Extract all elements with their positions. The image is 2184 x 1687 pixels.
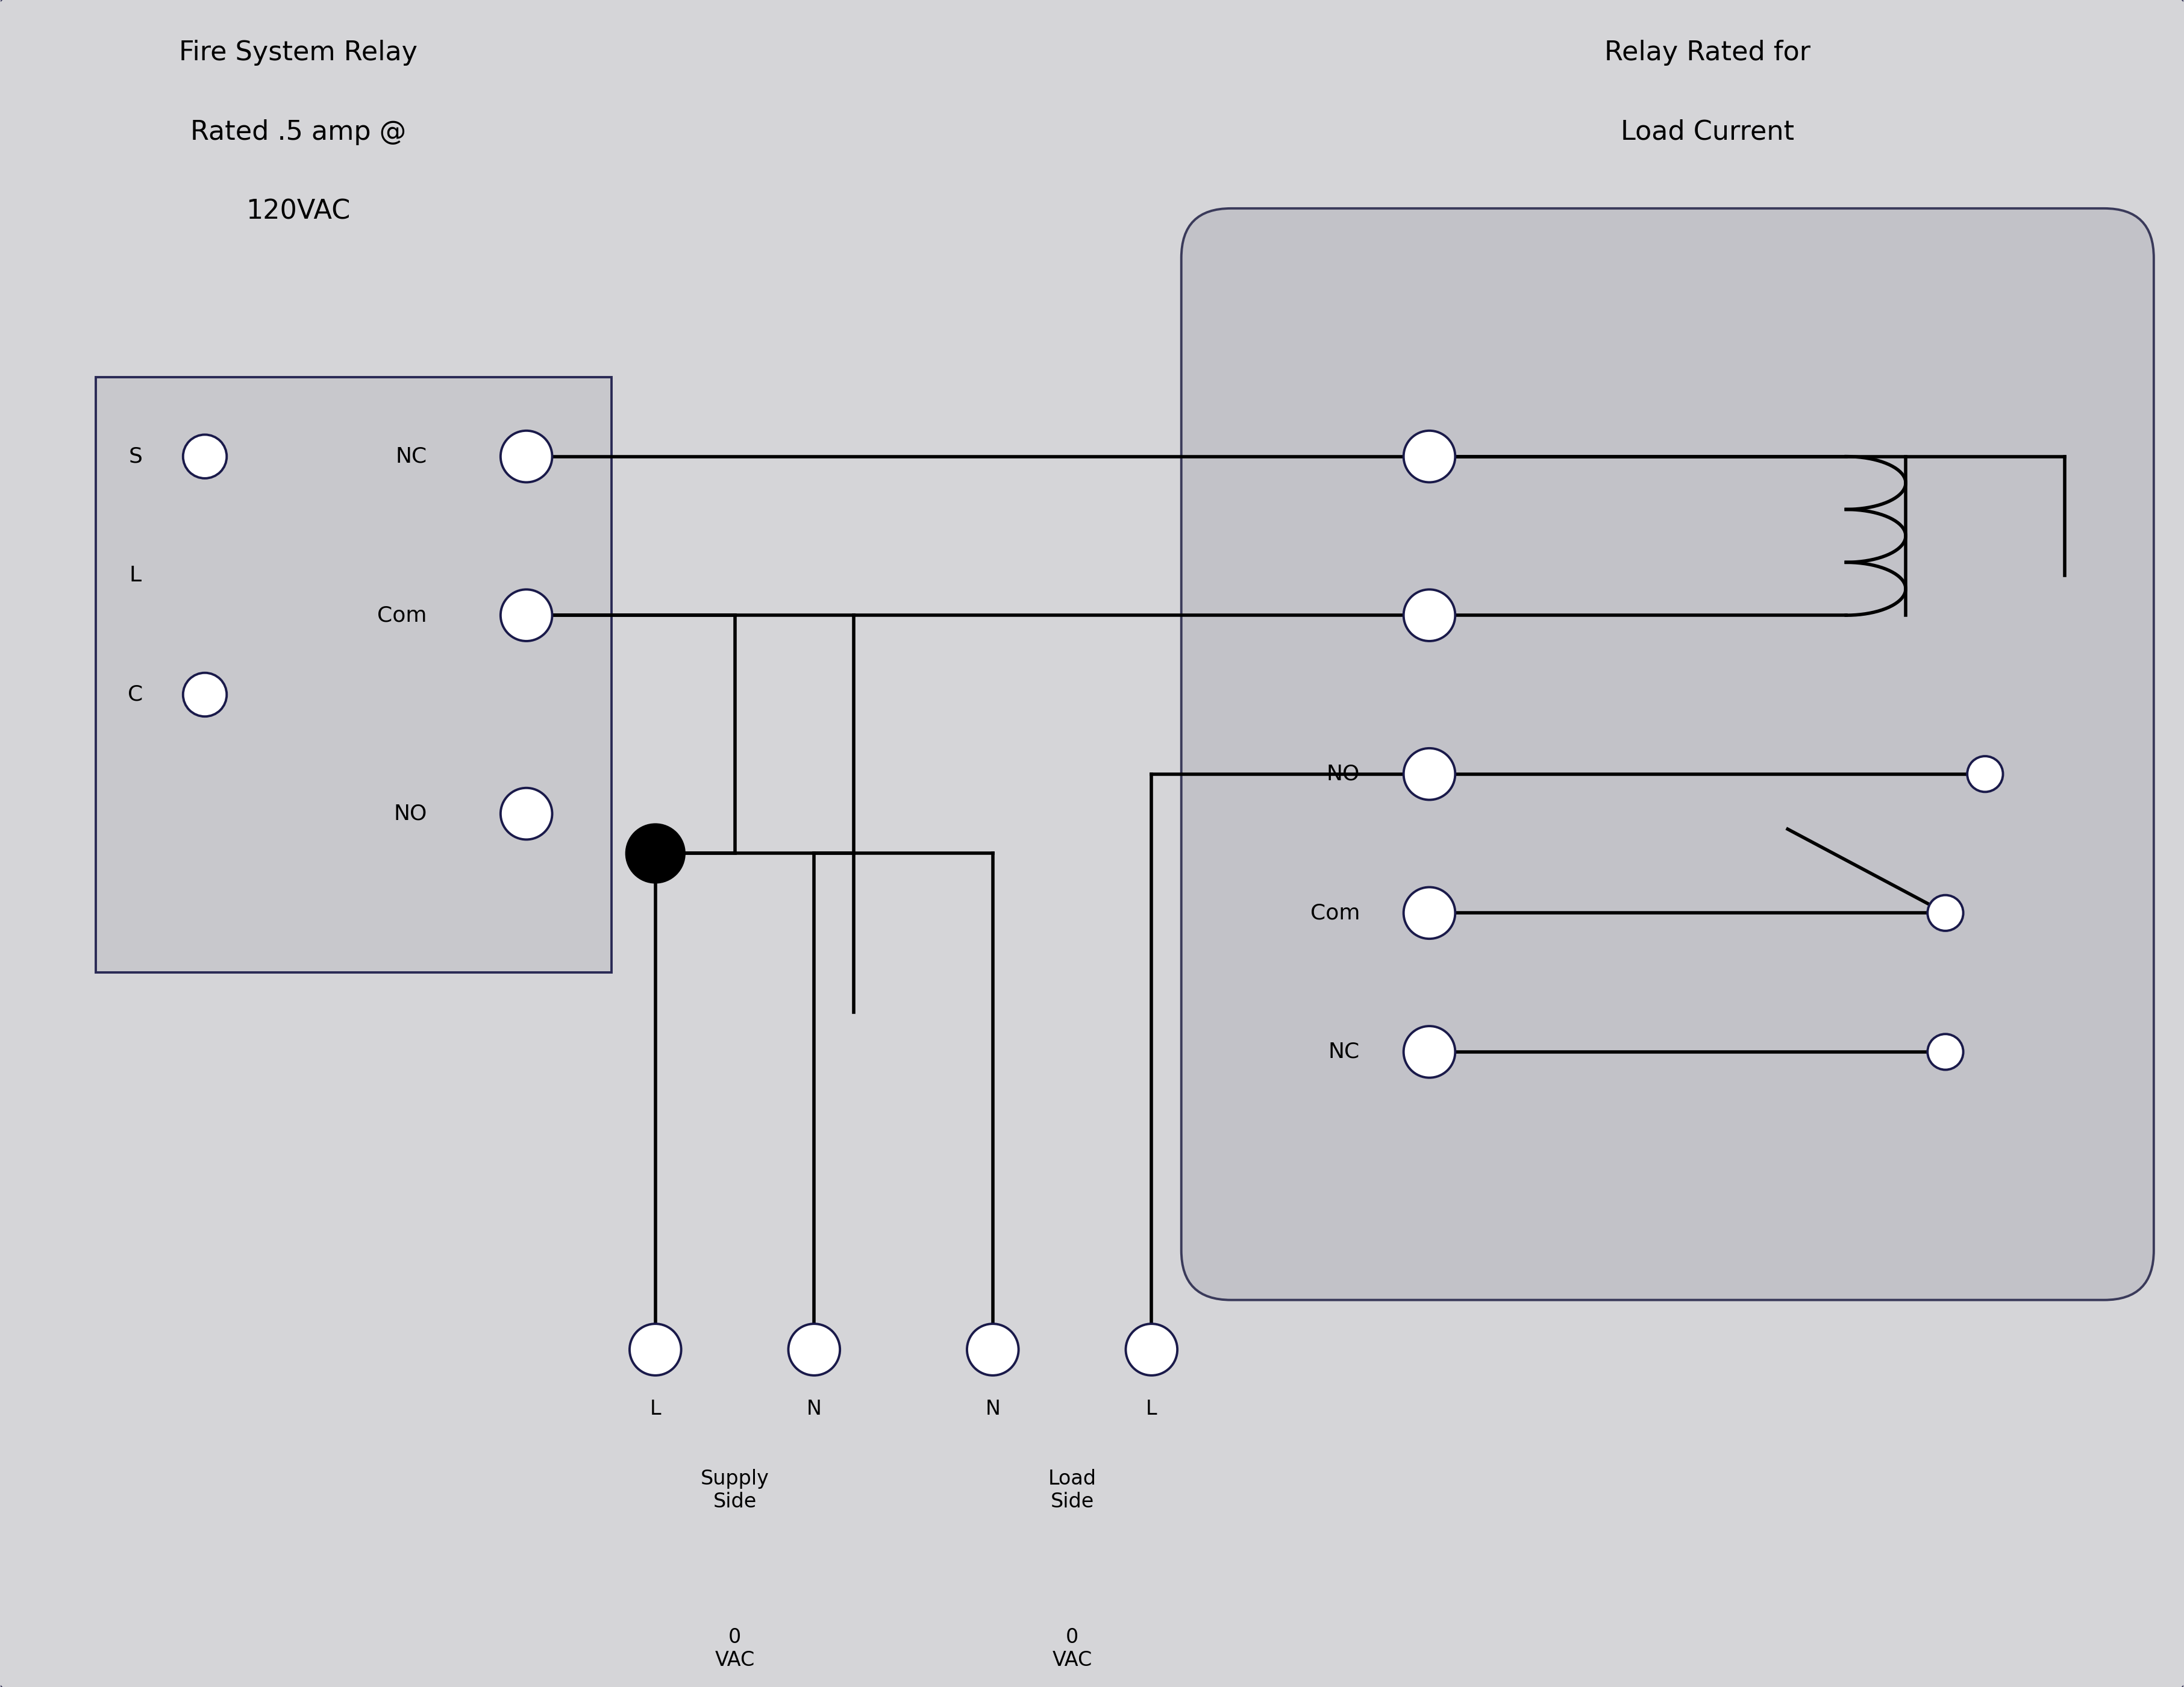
Text: Load Current: Load Current: [1621, 120, 1793, 145]
Circle shape: [788, 1324, 841, 1375]
Text: NC: NC: [395, 447, 428, 467]
Circle shape: [500, 589, 553, 641]
Text: NO: NO: [393, 803, 428, 823]
Circle shape: [1968, 756, 2003, 791]
Circle shape: [1404, 430, 1455, 482]
Text: 120VAC: 120VAC: [247, 199, 349, 224]
Text: Rated .5 amp @: Rated .5 amp @: [190, 120, 406, 145]
Circle shape: [968, 1324, 1018, 1375]
Text: Com: Com: [378, 606, 428, 626]
Text: NC: NC: [1328, 1041, 1361, 1063]
Circle shape: [183, 435, 227, 479]
Text: Load
Side: Load Side: [1048, 1469, 1096, 1512]
Circle shape: [1928, 896, 1963, 931]
Circle shape: [500, 430, 553, 482]
Circle shape: [500, 788, 553, 840]
Text: Fire System Relay: Fire System Relay: [179, 40, 417, 66]
Text: N: N: [985, 1399, 1000, 1419]
Text: 0
VAC: 0 VAC: [714, 1628, 756, 1670]
Text: 0
VAC: 0 VAC: [1053, 1628, 1092, 1670]
Text: C: C: [129, 685, 142, 705]
Circle shape: [1404, 1026, 1455, 1078]
Circle shape: [1404, 749, 1455, 800]
Circle shape: [1404, 589, 1455, 641]
Text: L: L: [129, 565, 142, 585]
FancyBboxPatch shape: [96, 378, 612, 972]
Circle shape: [1928, 1034, 1963, 1070]
Text: N: N: [806, 1399, 821, 1419]
Text: Com: Com: [1310, 903, 1361, 923]
Text: NO: NO: [1326, 764, 1361, 784]
Text: L: L: [1147, 1399, 1158, 1419]
Text: Relay Rated for: Relay Rated for: [1605, 40, 1811, 66]
Circle shape: [1404, 887, 1455, 938]
Text: S: S: [129, 447, 142, 467]
FancyBboxPatch shape: [1182, 209, 2153, 1301]
Circle shape: [183, 673, 227, 717]
Text: L: L: [651, 1399, 662, 1419]
Circle shape: [625, 823, 686, 884]
Circle shape: [1125, 1324, 1177, 1375]
Circle shape: [629, 1324, 681, 1375]
Text: Supply
Side: Supply Side: [701, 1469, 769, 1512]
